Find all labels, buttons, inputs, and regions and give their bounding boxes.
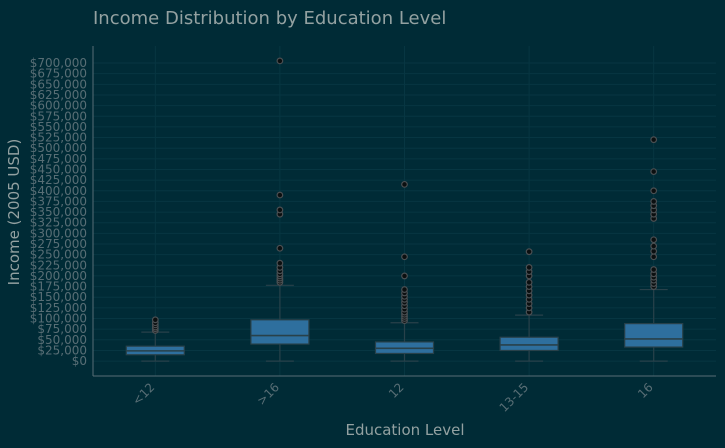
outlier-point xyxy=(650,266,658,273)
y-tick-label: $425,000 xyxy=(30,173,87,187)
y-tick-label: $550,000 xyxy=(30,120,87,134)
outlier-point xyxy=(276,244,284,252)
outlier-point xyxy=(276,191,284,199)
iqr-box xyxy=(499,336,559,352)
y-tick-label: $125,000 xyxy=(30,301,87,315)
outlier-point xyxy=(650,168,658,176)
y-tick-label: $175,000 xyxy=(30,280,87,294)
outlier-point xyxy=(401,180,408,188)
y-tick-label: $225,000 xyxy=(30,258,87,272)
outlier-point xyxy=(276,206,284,214)
box-group xyxy=(250,57,310,362)
box-group xyxy=(125,316,185,362)
outlier-point xyxy=(650,198,658,205)
y-tick-label: $200,000 xyxy=(30,269,87,283)
y-tick-label: $75,000 xyxy=(37,322,87,336)
outlier-point xyxy=(276,259,284,267)
chart-title: Income Distribution by Education Level xyxy=(93,8,446,29)
boxes xyxy=(125,57,684,362)
y-tick-label: $250,000 xyxy=(30,248,87,262)
outlier-point xyxy=(525,278,533,286)
y-tick-label: $50,000 xyxy=(37,333,87,347)
y-tick-label: $0 xyxy=(72,354,87,368)
y-tick-label: $325,000 xyxy=(30,216,87,230)
y-tick-label: $600,000 xyxy=(30,99,87,113)
outlier-point xyxy=(401,286,408,293)
y-axis-title: Income (2005 USD) xyxy=(5,139,23,286)
y-tick-label: $450,000 xyxy=(30,162,87,176)
y-tick-label: $350,000 xyxy=(30,205,87,219)
outlier-point xyxy=(650,236,658,244)
y-tick-label: $650,000 xyxy=(30,77,87,91)
box-group xyxy=(499,248,559,362)
iqr-box xyxy=(624,323,684,348)
outlier-point xyxy=(650,253,658,261)
y-tick-labels: $0$25,000$50,000$75,000$100,000$125,000$… xyxy=(30,56,87,368)
box-group xyxy=(374,180,435,362)
outlier-point xyxy=(276,57,284,65)
outlier-point xyxy=(650,242,658,250)
outlier-point xyxy=(401,272,408,280)
outlier-point xyxy=(650,136,658,144)
axes xyxy=(92,46,716,377)
y-tick-label: $525,000 xyxy=(30,131,87,145)
iqr-box xyxy=(250,319,310,345)
y-tick-label: $400,000 xyxy=(30,184,87,198)
outlier-point xyxy=(650,187,658,195)
box-group xyxy=(624,136,684,362)
y-tick-label: $675,000 xyxy=(30,67,87,81)
outlier-point xyxy=(525,264,533,271)
y-tick-label: $275,000 xyxy=(30,237,87,251)
x-axis-title: Education Level xyxy=(345,421,464,439)
y-tick-label: $575,000 xyxy=(30,109,87,123)
y-tick-label: $475,000 xyxy=(30,152,87,166)
y-tick-label: $25,000 xyxy=(37,343,87,357)
y-tick-label: $375,000 xyxy=(30,194,87,208)
y-tick-label: $150,000 xyxy=(30,290,87,304)
y-tick-label: $500,000 xyxy=(30,141,87,155)
outlier-point xyxy=(151,316,159,324)
outlier-point xyxy=(401,253,408,261)
y-tick-label: $700,000 xyxy=(30,56,87,70)
y-tick-label: $300,000 xyxy=(30,226,87,240)
outlier-point xyxy=(525,248,533,256)
y-tick-label: $100,000 xyxy=(30,312,87,326)
y-tick-label: $625,000 xyxy=(30,88,87,102)
